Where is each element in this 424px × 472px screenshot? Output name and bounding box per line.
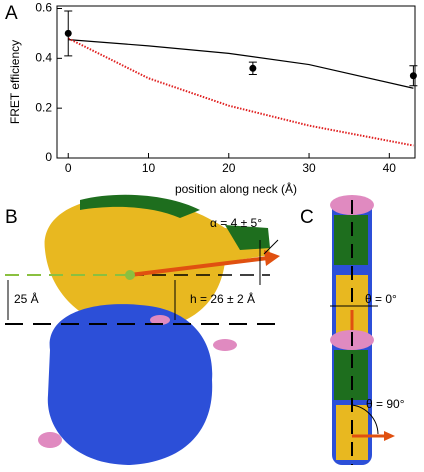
pink-domain <box>150 315 170 325</box>
pointer <box>263 239 279 255</box>
yellow-domain <box>44 197 270 331</box>
panel-label: B <box>5 207 18 228</box>
arrow <box>129 256 269 277</box>
y-tick-label: 0.4 <box>35 50 52 64</box>
panel-label: C <box>300 207 314 228</box>
pink-domain <box>38 432 62 448</box>
annotation: θ = 90° <box>366 397 405 411</box>
arrow-head <box>264 250 280 266</box>
annotation: α = 4 ± 5° <box>210 216 262 230</box>
pink-domain <box>213 339 237 351</box>
x-tick-label: 30 <box>302 161 316 175</box>
angle-arc <box>351 404 379 435</box>
green-domain <box>225 225 270 250</box>
panel-b: B 25 Å h = 26 ± 2 Å α = 4 ± 5° <box>5 194 280 465</box>
y-tick-label: 0.2 <box>35 100 52 114</box>
curve <box>68 39 414 89</box>
annotation: h = 26 ± 2 Å <box>190 291 255 306</box>
blue-domain <box>47 304 213 465</box>
y-axis-label: FRET efficiency <box>8 40 22 124</box>
x-tick-label: 10 <box>142 161 156 175</box>
annotation: 25 Å <box>14 291 39 306</box>
point <box>409 72 417 80</box>
plot-frame <box>56 5 416 159</box>
y-tick-label: 0 <box>45 150 52 164</box>
annotation: θ = 0° <box>365 292 397 306</box>
panel-c: C θ = 0° θ = 90° <box>300 195 405 465</box>
arrow-head <box>384 431 395 441</box>
point <box>64 29 72 37</box>
x-axis-label: position along neck (Å) <box>175 181 297 196</box>
green-domain <box>80 194 200 218</box>
curve <box>67 37 414 147</box>
y-tick-label: 0.6 <box>35 1 52 15</box>
x-tick-label: 40 <box>383 161 397 175</box>
x-tick-label: 0 <box>65 161 72 175</box>
panel-label: A <box>5 3 18 24</box>
x-tick-label: 20 <box>222 161 236 175</box>
point <box>249 64 257 72</box>
point <box>125 270 135 280</box>
